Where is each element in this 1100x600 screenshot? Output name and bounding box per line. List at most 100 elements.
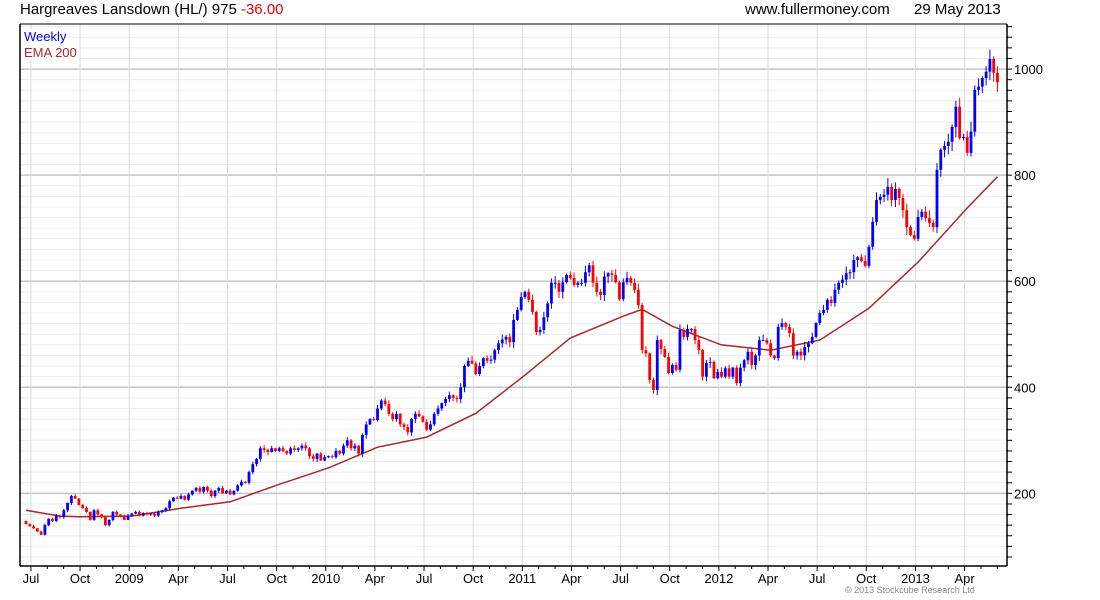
candle-body xyxy=(950,126,954,142)
candle-body xyxy=(232,490,236,495)
candle-body xyxy=(323,457,327,461)
candle-body xyxy=(364,424,368,436)
candle xyxy=(897,187,901,206)
candle xyxy=(221,485,224,494)
y-tick-label: 200 xyxy=(1014,486,1036,501)
candle-body xyxy=(659,340,663,350)
candle-body xyxy=(410,419,413,433)
candle-body xyxy=(965,136,969,153)
candle-body xyxy=(54,515,58,521)
candle xyxy=(531,294,534,315)
candle-body xyxy=(251,464,255,473)
candle xyxy=(776,323,780,361)
candle-body xyxy=(35,528,39,532)
candle xyxy=(455,395,459,403)
candle-body xyxy=(372,419,376,421)
x-tick-label: Oct xyxy=(660,571,681,586)
candle-body xyxy=(478,366,481,375)
candle xyxy=(886,178,890,201)
candle xyxy=(523,290,527,300)
candle-body xyxy=(221,488,224,494)
candle-body xyxy=(780,323,784,327)
candle-body xyxy=(584,272,587,283)
candle-body xyxy=(126,515,130,520)
candle-body xyxy=(542,317,546,331)
candle xyxy=(372,416,376,422)
candle xyxy=(757,336,761,361)
candle xyxy=(882,189,886,202)
candle-body xyxy=(916,217,920,239)
candle xyxy=(58,514,62,519)
candle xyxy=(500,334,504,348)
candle xyxy=(251,461,255,475)
candle-body xyxy=(652,379,655,390)
candle-body xyxy=(32,526,35,529)
candle-body xyxy=(765,340,769,344)
candle-body xyxy=(103,517,107,526)
candle xyxy=(686,324,689,341)
candle xyxy=(308,447,311,459)
candle xyxy=(716,368,720,380)
candle-body xyxy=(459,387,463,399)
candle xyxy=(149,513,153,516)
candle xyxy=(784,321,788,331)
candle xyxy=(803,341,807,361)
candle xyxy=(614,269,618,284)
candle xyxy=(795,349,799,360)
candle-body xyxy=(516,309,519,320)
candle-body xyxy=(500,339,504,344)
candle xyxy=(198,486,202,494)
candle-body xyxy=(773,355,776,359)
candle xyxy=(553,276,557,289)
candle xyxy=(977,78,980,96)
candle-body xyxy=(754,355,757,366)
candle-body xyxy=(814,323,818,337)
candle xyxy=(436,405,440,416)
candle xyxy=(338,449,342,456)
candle-body xyxy=(383,400,387,405)
candle-body xyxy=(413,413,417,420)
candle-body xyxy=(996,72,999,83)
candle-body xyxy=(557,282,561,292)
candle xyxy=(508,333,512,348)
candle xyxy=(156,510,160,518)
candle-body xyxy=(69,495,73,503)
source-site: www.fullermoney.com xyxy=(745,1,890,18)
candle-body xyxy=(497,343,500,351)
candle-body xyxy=(636,289,640,306)
candle xyxy=(905,203,909,236)
candle-body xyxy=(682,330,686,337)
candle-body xyxy=(576,282,580,285)
candle-body xyxy=(788,326,791,334)
candle xyxy=(85,506,88,513)
candle xyxy=(232,490,236,496)
candle xyxy=(342,443,345,456)
axes: Jul Oct 2009 Apr Jul Oct 2010 Apr Jul Oct 2011 Apr J… xyxy=(19,23,1043,586)
candle-body xyxy=(863,261,867,266)
candle xyxy=(281,445,285,453)
candle-body xyxy=(791,333,795,356)
candle-body xyxy=(175,497,179,499)
candle xyxy=(788,323,791,337)
candle xyxy=(24,520,28,525)
candle-body xyxy=(882,194,886,197)
x-tick-label: Oct xyxy=(266,571,287,586)
candle-body xyxy=(875,200,878,222)
candle-body xyxy=(145,512,149,515)
candle xyxy=(361,433,364,457)
candle xyxy=(950,124,954,152)
candle xyxy=(300,443,304,451)
candle-body xyxy=(739,367,742,384)
candle-body xyxy=(686,328,689,337)
candle-body xyxy=(187,494,190,500)
candle-body xyxy=(841,279,844,283)
candle-body xyxy=(727,368,731,377)
candle-body xyxy=(398,413,402,425)
candle-body xyxy=(848,272,852,274)
candle-body xyxy=(890,186,894,201)
x-tick-label: Apr xyxy=(954,571,975,586)
candle xyxy=(168,499,172,511)
candle-body xyxy=(901,197,905,211)
candle xyxy=(119,514,122,518)
candle-body xyxy=(538,330,542,333)
